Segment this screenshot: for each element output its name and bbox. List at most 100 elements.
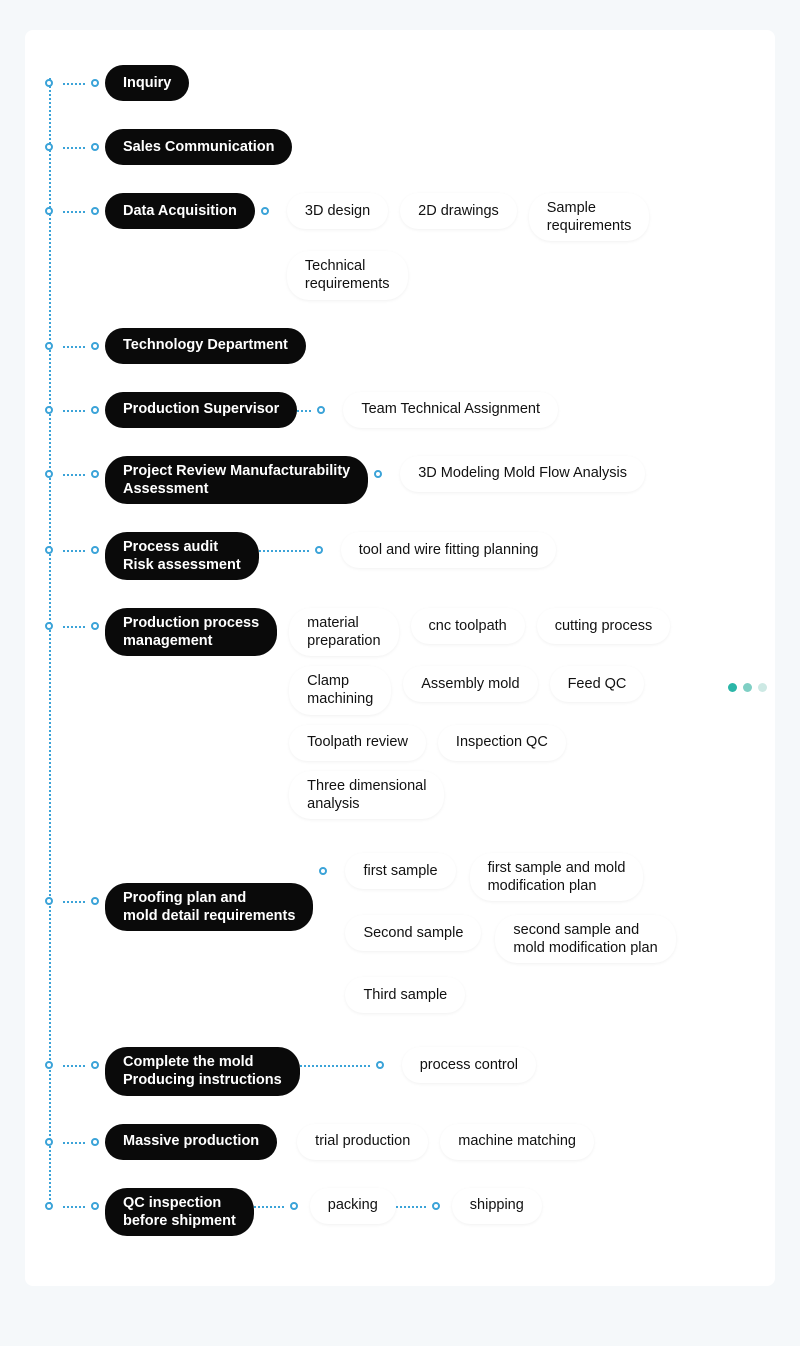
connector-dot [319,867,327,875]
node-qc-ship: QC inspection before shipment [105,1188,254,1236]
connector-dot [91,1138,99,1146]
child-3d-mold-flow: 3D Modeling Mold Flow Analysis [400,456,645,492]
child-inspection-qc: Inspection QC [438,725,566,761]
node-prod-super: Production Supervisor [105,392,297,428]
child-second-sample: Second sample [345,915,481,951]
connector-line [63,147,85,149]
child-shipping: shipping [452,1188,542,1224]
children-proj-review: 3D Modeling Mold Flow Analysis [400,456,645,492]
connector-dot [91,622,99,630]
child-clamp-mach: Clamp machining [289,666,391,714]
connector-line [300,1065,370,1067]
node-proofing: Proofing plan and mold detail requiremen… [105,883,313,931]
connector-line [63,1142,85,1144]
children-process-audit: tool and wire fitting planning [341,532,557,568]
node-sales: Sales Communication [105,129,292,165]
connector-line [259,550,309,552]
connector-dot [45,207,53,215]
child-3d-analysis: Three dimensional analysis [289,771,444,819]
connector-dot [45,622,53,630]
row-qc-ship: QC inspection before shipment packing sh… [45,1188,755,1236]
row-prod-process: Production process management material p… [45,608,755,819]
connector-line [63,901,85,903]
node-complete-mold: Complete the mold Producing instructions [105,1047,300,1095]
child-first-sample: first sample [345,853,455,889]
connector-dot [45,1138,53,1146]
connector-dot [261,207,269,215]
connector-dot [376,1061,384,1069]
connector-line [63,1206,85,1208]
connector-dot [45,1202,53,1210]
child-cutting: cutting process [537,608,671,644]
child-2d-drawings: 2D drawings [400,193,517,229]
row-process-audit: Process audit Risk assessment tool and w… [45,532,755,580]
decorative-dots [728,683,767,692]
row-inquiry: Inquiry [45,65,755,101]
connector-dot [374,470,382,478]
connector-line [63,1065,85,1067]
connector-line [63,550,85,552]
child-tech-req: Technical requirements [287,251,408,299]
child-3d-design: 3D design [287,193,388,229]
row-proofing: Proofing plan and mold detail requiremen… [45,853,755,1014]
dot-icon [728,683,737,692]
connector-line [63,410,85,412]
connector-dot [91,207,99,215]
row-massive: Massive production trial production mach… [45,1124,755,1160]
children-proofing: first sample first sample and mold modif… [345,853,675,1014]
child-cnc-toolpath: cnc toolpath [411,608,525,644]
connector-dot [45,143,53,151]
child-material-prep: material preparation [289,608,398,656]
row-data-acquisition: Data Acquisition 3D design 2D drawings S… [45,193,755,300]
child-tool-wire-plan: tool and wire fitting planning [341,532,557,568]
connector-dot [45,897,53,905]
connector-dot [91,546,99,554]
connector-dot [91,1061,99,1069]
child-feed-qc: Feed QC [550,666,645,702]
connector-dot [45,1061,53,1069]
dot-icon [743,683,752,692]
connector-dot [45,406,53,414]
children-prod-super: Team Technical Assignment [343,392,558,428]
child-assembly-mold: Assembly mold [403,666,537,702]
node-process-audit: Process audit Risk assessment [105,532,259,580]
node-proj-review: Project Review Manufacturability Assessm… [105,456,368,504]
connector-line [63,83,85,85]
child-toolpath-review: Toolpath review [289,725,426,761]
child-machine-match: machine matching [440,1124,594,1160]
connector-dot [45,470,53,478]
connector-dot [91,406,99,414]
node-data-acquisition: Data Acquisition [105,193,255,229]
node-massive: Massive production [105,1124,277,1160]
connector-line [63,626,85,628]
connector-dot [317,406,325,414]
node-tech-dept: Technology Department [105,328,306,364]
connector-dot [45,546,53,554]
child-second-mod: second sample and mold modification plan [495,915,675,963]
child-packing: packing [310,1188,396,1224]
child-process-control: process control [402,1047,536,1083]
connector-dot [290,1202,298,1210]
connector-dot [91,1202,99,1210]
connector-dot [91,897,99,905]
connector-dot [91,143,99,151]
children-complete-mold: process control [402,1047,536,1083]
connector-line [63,211,85,213]
row-proj-review: Project Review Manufacturability Assessm… [45,456,755,504]
connector-dot [315,546,323,554]
children-data-acquisition: 3D design 2D drawings Sample requirement… [287,193,755,300]
connector-dot [432,1202,440,1210]
child-team-tech-assign: Team Technical Assignment [343,392,558,428]
connector-line [396,1206,426,1208]
children-massive: trial production machine matching [297,1124,594,1160]
child-sample-req: Sample requirements [529,193,650,241]
row-prod-super: Production Supervisor Team Technical Ass… [45,392,755,428]
connector-dot [91,470,99,478]
connector-line [297,410,311,412]
node-inquiry: Inquiry [105,65,189,101]
row-tech-dept: Technology Department [45,328,755,364]
children-prod-process: material preparation cnc toolpath cuttin… [289,608,729,819]
connector-dot [91,79,99,87]
connector-dot [45,79,53,87]
flowchart-card: Inquiry Sales Communication Data Acquisi… [25,30,775,1286]
